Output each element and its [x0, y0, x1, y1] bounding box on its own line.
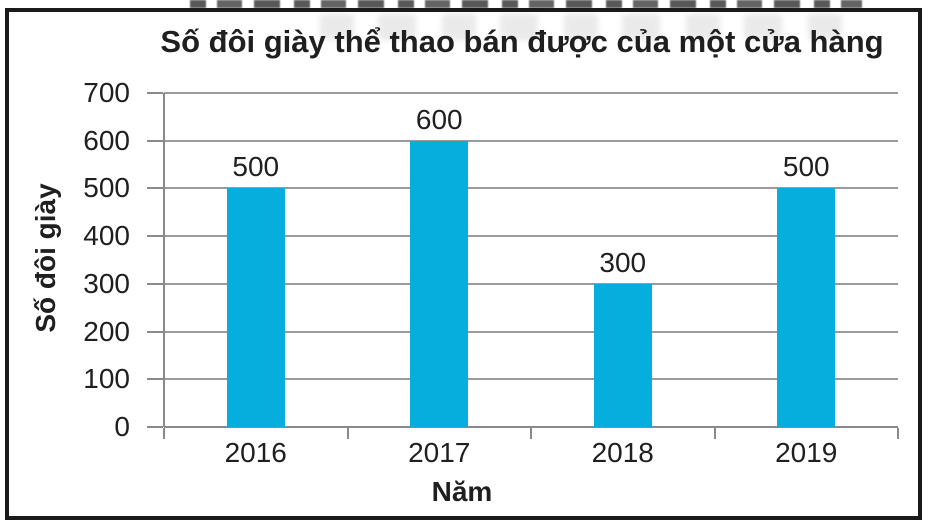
chart-title: Số đôi giày thể thao bán được của một cử… — [160, 24, 884, 59]
y-axis-line — [163, 93, 165, 427]
x-axis-tick-0 — [163, 428, 165, 439]
x-axis-tick-3 — [713, 428, 716, 439]
y-tick-label-700: 700 — [83, 77, 130, 108]
x-tick-label-2017: 2017 — [408, 437, 471, 468]
gridline-700 — [164, 92, 898, 94]
y-tick-200 — [147, 330, 163, 333]
x-tick-label-2016: 2016 — [224, 437, 287, 468]
scan-artifact-top — [190, 0, 862, 8]
gridline-300 — [164, 282, 898, 285]
y-tick-0 — [147, 426, 163, 428]
y-tick-600 — [147, 139, 163, 142]
y-tick-label-100: 100 — [83, 363, 130, 395]
x-axis-title: Năm — [431, 476, 493, 507]
gridline-400 — [164, 235, 898, 238]
bar-value-label-2016: 500 — [232, 151, 280, 183]
bar-2017 — [410, 140, 469, 427]
bar-2016 — [226, 188, 285, 427]
x-axis-tick-4 — [897, 428, 899, 439]
chart-border — [5, 8, 922, 520]
bar-2019 — [777, 188, 836, 427]
plot-area: 500 600 300 500 — [147, 92, 899, 439]
gridline-200 — [164, 330, 898, 333]
bar-value-label-2019: 500 — [782, 151, 830, 183]
gridline-600 — [164, 139, 898, 142]
y-tick-label-300: 300 — [83, 267, 130, 299]
bar-value-label-2017: 600 — [415, 103, 463, 135]
y-tick-400 — [147, 235, 163, 238]
y-tick-label-500: 500 — [83, 172, 130, 204]
x-axis-tick-1 — [346, 428, 349, 439]
y-tick-300 — [147, 282, 163, 285]
x-axis-tick-2 — [530, 428, 532, 439]
y-tick-100 — [147, 378, 163, 381]
y-tick-500 — [147, 187, 163, 190]
y-tick-label-600: 600 — [83, 124, 130, 156]
x-axis-line — [164, 426, 898, 428]
y-tick-label-400: 400 — [83, 220, 130, 252]
x-tick-label-2018: 2018 — [591, 437, 654, 468]
gridline-500 — [164, 187, 898, 190]
bar-2018 — [593, 283, 652, 427]
gridline-100 — [164, 378, 898, 381]
y-tick-700 — [147, 92, 163, 94]
bar-value-label-2018: 300 — [599, 246, 647, 278]
y-tick-label-200: 200 — [83, 315, 130, 347]
y-tick-label-0: 0 — [114, 411, 130, 442]
y-axis-title: Số đôi giày — [30, 183, 61, 333]
scan-artifact-faint — [320, 14, 850, 40]
x-tick-label-2019: 2019 — [775, 437, 838, 468]
